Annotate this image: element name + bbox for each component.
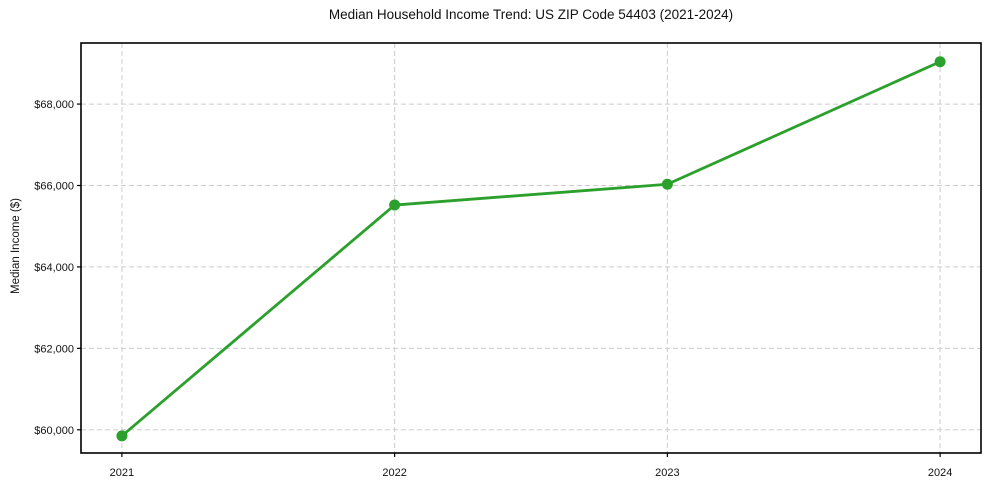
chart-title: Median Household Income Trend: US ZIP Co… [328, 7, 734, 22]
y-tick-label: $68,000 [34, 99, 74, 111]
y-tick-label: $62,000 [34, 343, 74, 355]
data-point-2023 [661, 178, 673, 190]
plot-border [80, 42, 982, 454]
x-tick-label: 2021 [110, 467, 134, 479]
y-tick-label: $64,000 [34, 262, 74, 274]
y-tick-label: $60,000 [34, 425, 74, 437]
x-tick-label: 2022 [382, 467, 406, 479]
x-tick-label: 2023 [655, 467, 679, 479]
data-point-2021 [116, 430, 128, 442]
y-axis-label: Median Income ($) [10, 198, 22, 294]
y-tick-label: $66,000 [34, 181, 74, 193]
data-point-2022 [389, 199, 401, 211]
data-point-2024 [934, 56, 946, 68]
x-tick-label: 2024 [928, 467, 952, 479]
trend-line [120, 60, 942, 438]
